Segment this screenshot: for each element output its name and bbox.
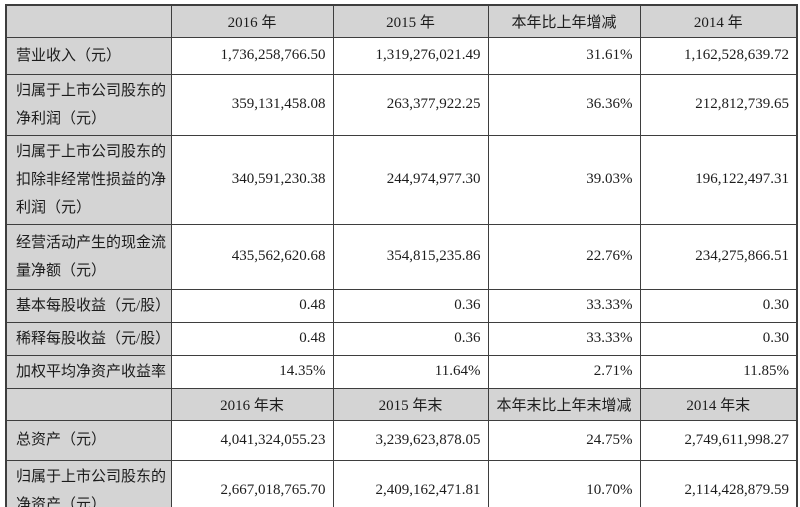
col-header-2014: 2014 年 bbox=[639, 4, 798, 38]
table-row-revenue: 营业收入（元） 1,736,258,766.50 1,319,276,021.4… bbox=[5, 36, 798, 75]
cell-change: 33.33% bbox=[487, 321, 641, 356]
col-header-year-end-change: 本年末比上年末增减 bbox=[487, 387, 641, 421]
cell-2014: 0.30 bbox=[639, 288, 798, 323]
table-row-total-assets: 总资产（元） 4,041,324,055.23 3,239,623,878.05… bbox=[5, 419, 798, 461]
cell-2014: 0.30 bbox=[639, 321, 798, 356]
financial-summary-table: 2016 年 2015 年 本年比上年增减 2014 年 营业收入（元） 1,7… bbox=[5, 4, 798, 507]
col-header-2015: 2015 年 bbox=[332, 4, 489, 38]
row-label: 归属于上市公司股东的扣除非经常性损益的净利润（元） bbox=[5, 134, 172, 225]
table-row-diluted-eps: 稀释每股收益（元/股） 0.48 0.36 33.33% 0.30 bbox=[5, 321, 798, 356]
cell-2015: 1,319,276,021.49 bbox=[332, 36, 489, 75]
cell-2016: 4,041,324,055.23 bbox=[170, 419, 334, 461]
cell-2015: 2,409,162,471.81 bbox=[332, 459, 489, 507]
col-header-2014-end: 2014 年末 bbox=[639, 387, 798, 421]
table-row-net-profit: 归属于上市公司股东的净利润（元） 359,131,458.08 263,377,… bbox=[5, 73, 798, 136]
cell-2014: 196,122,497.31 bbox=[639, 134, 798, 225]
table-row-operating-cash-flow: 经营活动产生的现金流量净额（元） 435,562,620.68 354,815,… bbox=[5, 223, 798, 290]
cell-2015: 11.64% bbox=[332, 354, 489, 389]
table-row-net-profit-excl-nonrecurring: 归属于上市公司股东的扣除非经常性损益的净利润（元） 340,591,230.38… bbox=[5, 134, 798, 225]
cell-2016: 14.35% bbox=[170, 354, 334, 389]
cell-2016: 2,667,018,765.70 bbox=[170, 459, 334, 507]
cell-2016: 0.48 bbox=[170, 288, 334, 323]
cell-2014: 11.85% bbox=[639, 354, 798, 389]
row-label: 稀释每股收益（元/股） bbox=[5, 321, 172, 356]
cell-2015: 0.36 bbox=[332, 288, 489, 323]
cell-2016: 435,562,620.68 bbox=[170, 223, 334, 290]
table-row-weighted-avg-roe: 加权平均净资产收益率 14.35% 11.64% 2.71% 11.85% bbox=[5, 354, 798, 389]
col-header-2015-end: 2015 年末 bbox=[332, 387, 489, 421]
cell-change: 31.61% bbox=[487, 36, 641, 75]
row-label: 归属于上市公司股东的净利润（元） bbox=[5, 73, 172, 136]
cell-2015: 263,377,922.25 bbox=[332, 73, 489, 136]
cell-2016: 1,736,258,766.50 bbox=[170, 36, 334, 75]
row-label: 经营活动产生的现金流量净额（元） bbox=[5, 223, 172, 290]
cell-change: 33.33% bbox=[487, 288, 641, 323]
cell-2015: 0.36 bbox=[332, 321, 489, 356]
row-label: 总资产（元） bbox=[5, 419, 172, 461]
cell-2014: 1,162,528,639.72 bbox=[639, 36, 798, 75]
col-header-yoy-change: 本年比上年增减 bbox=[487, 4, 641, 38]
cell-change: 24.75% bbox=[487, 419, 641, 461]
row-label: 加权平均净资产收益率 bbox=[5, 354, 172, 389]
col-header-2016-end: 2016 年末 bbox=[170, 387, 334, 421]
corner-cell bbox=[5, 387, 172, 421]
cell-2016: 0.48 bbox=[170, 321, 334, 356]
header-row-annual: 2016 年 2015 年 本年比上年增减 2014 年 bbox=[5, 4, 798, 38]
cell-change: 2.71% bbox=[487, 354, 641, 389]
cell-2015: 3,239,623,878.05 bbox=[332, 419, 489, 461]
cell-2016: 359,131,458.08 bbox=[170, 73, 334, 136]
corner-cell bbox=[5, 4, 172, 38]
cell-change: 10.70% bbox=[487, 459, 641, 507]
cell-2014: 2,114,428,879.59 bbox=[639, 459, 798, 507]
row-label: 归属于上市公司股东的净资产（元） bbox=[5, 459, 172, 507]
col-header-2016: 2016 年 bbox=[170, 4, 334, 38]
table-row-basic-eps: 基本每股收益（元/股） 0.48 0.36 33.33% 0.30 bbox=[5, 288, 798, 323]
table-row-net-assets: 归属于上市公司股东的净资产（元） 2,667,018,765.70 2,409,… bbox=[5, 459, 798, 507]
cell-change: 22.76% bbox=[487, 223, 641, 290]
row-label: 基本每股收益（元/股） bbox=[5, 288, 172, 323]
cell-2015: 354,815,235.86 bbox=[332, 223, 489, 290]
row-label: 营业收入（元） bbox=[5, 36, 172, 75]
cell-2016: 340,591,230.38 bbox=[170, 134, 334, 225]
header-row-year-end: 2016 年末 2015 年末 本年末比上年末增减 2014 年末 bbox=[5, 387, 798, 421]
cell-change: 39.03% bbox=[487, 134, 641, 225]
cell-change: 36.36% bbox=[487, 73, 641, 136]
cell-2015: 244,974,977.30 bbox=[332, 134, 489, 225]
cell-2014: 212,812,739.65 bbox=[639, 73, 798, 136]
cell-2014: 2,749,611,998.27 bbox=[639, 419, 798, 461]
cell-2014: 234,275,866.51 bbox=[639, 223, 798, 290]
